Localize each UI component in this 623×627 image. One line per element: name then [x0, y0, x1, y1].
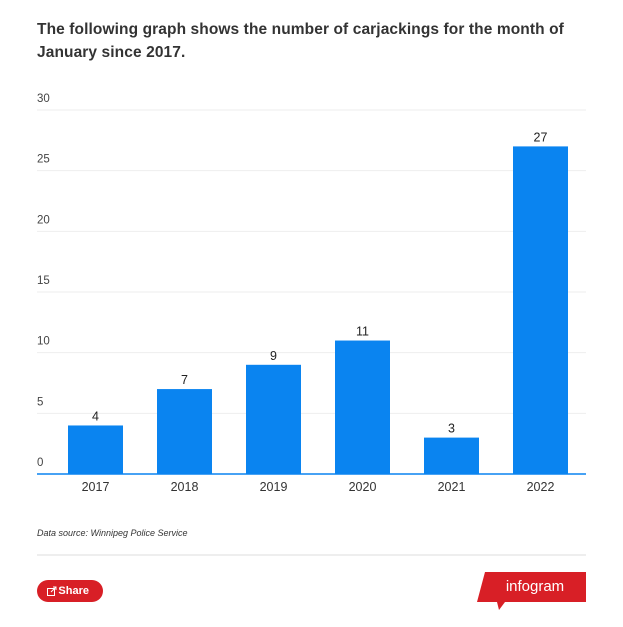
y-tick-label: 5	[37, 396, 43, 408]
value-label: 4	[92, 409, 99, 423]
x-tick-label: 2021	[438, 480, 466, 494]
value-label: 11	[356, 325, 369, 339]
share-label: Share	[58, 585, 89, 597]
bar	[513, 146, 568, 474]
bar	[424, 437, 479, 474]
logo: infogram	[477, 572, 586, 610]
value-label: 27	[534, 130, 548, 144]
y-tick-label: 0	[37, 457, 43, 469]
bar	[157, 389, 212, 474]
value-label: 3	[448, 422, 455, 436]
x-tick-label: 2017	[82, 480, 110, 494]
y-tick-label: 15	[37, 275, 50, 287]
bar	[246, 364, 301, 474]
brand: infogram	[506, 578, 564, 595]
x-tick-label: 2020	[349, 480, 377, 494]
y-tick-label: 10	[37, 336, 50, 348]
x-tick-label: 2022	[527, 480, 555, 494]
share-button[interactable]: Share	[37, 580, 103, 602]
chart-title: The following graph shows the number of …	[37, 21, 564, 61]
y-tick-label: 25	[37, 154, 50, 166]
bar	[68, 425, 123, 474]
x-tick-label: 2019	[260, 480, 288, 494]
y-tick-label: 20	[37, 214, 50, 226]
source: Data source: Winnipeg Police Service	[37, 528, 188, 538]
share-icon	[47, 586, 57, 596]
value-label: 9	[270, 349, 277, 363]
x-tick-label: 2018	[171, 480, 199, 494]
value-label: 7	[181, 373, 188, 387]
y-tick-label: 30	[37, 93, 50, 105]
bar	[335, 340, 390, 474]
